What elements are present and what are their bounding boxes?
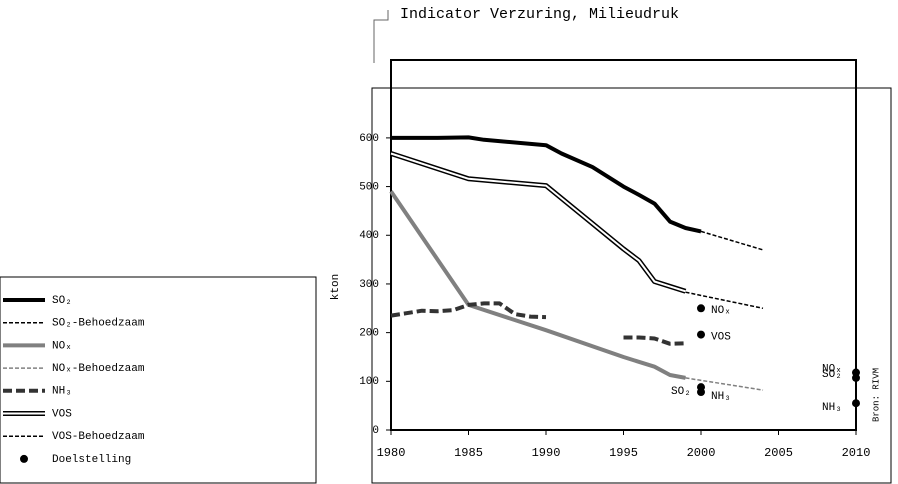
y-tick-label: 100 xyxy=(359,376,379,388)
series-line xyxy=(390,151,687,294)
y-tick-label: 500 xyxy=(359,181,379,193)
y-tick-label: 600 xyxy=(359,133,379,145)
x-tick-label: 1995 xyxy=(609,446,638,460)
target-point xyxy=(697,304,705,313)
y-tick-label: 0 xyxy=(372,425,379,437)
title-bracket xyxy=(373,10,389,63)
x-tick-label: 1980 xyxy=(377,446,406,460)
x-tick-label: 2005 xyxy=(764,446,793,460)
target-label: NH₃ xyxy=(711,391,731,403)
y-tick-label: 400 xyxy=(359,230,379,242)
target-point xyxy=(697,330,705,339)
series-line xyxy=(391,135,702,234)
legend-marker xyxy=(20,454,28,463)
series-line xyxy=(700,230,764,251)
target-label: VOS xyxy=(711,331,731,343)
plot-frame xyxy=(390,59,857,431)
x-tick-label: 1990 xyxy=(532,446,561,460)
target-label: NOₓ xyxy=(822,363,842,375)
y-tick-label: 300 xyxy=(359,279,379,291)
target-label: SO₂ xyxy=(671,386,691,398)
x-tick-label: 2000 xyxy=(687,446,716,460)
x-tick-label: 2010 xyxy=(842,446,871,460)
target-label: SO₂ xyxy=(822,369,842,381)
series-line xyxy=(390,301,686,346)
outer-frame xyxy=(371,87,892,484)
target-label: NH₃ xyxy=(822,402,842,414)
legend-label: SO₂ xyxy=(52,295,72,307)
series-line xyxy=(685,377,764,391)
series-line-inner xyxy=(390,152,686,293)
target-point xyxy=(852,399,860,408)
series-line xyxy=(685,291,764,310)
legend-label: NOₓ-Behoedzaam xyxy=(52,363,145,375)
series-line xyxy=(389,190,686,380)
y-axis-label: kton xyxy=(330,274,342,300)
legend-label: NOₓ xyxy=(52,340,72,352)
chart-title: Indicator Verzuring, Milieudruk xyxy=(400,6,679,23)
legend-box xyxy=(0,276,317,484)
legend-label: VOS-Behoedzaam xyxy=(52,431,145,443)
legend-label: Doelstelling xyxy=(52,454,131,466)
target-label: NOₓ xyxy=(711,305,731,317)
y-tick-label: 200 xyxy=(359,328,379,340)
source-note: Bron: RIVM xyxy=(871,368,881,422)
target-point xyxy=(697,388,705,397)
legend-label: NH₃ xyxy=(52,386,72,398)
x-tick-label: 1985 xyxy=(454,446,483,460)
legend-label: SO₂-Behoedzaam xyxy=(52,318,145,330)
target-point xyxy=(852,373,860,382)
legend-label: VOS xyxy=(52,408,72,420)
